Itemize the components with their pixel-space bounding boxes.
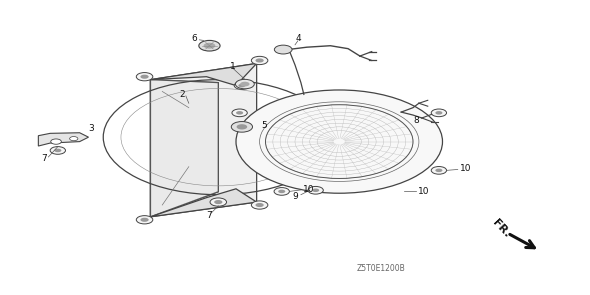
Polygon shape (150, 63, 257, 217)
Circle shape (51, 139, 61, 144)
Text: 10: 10 (303, 186, 314, 194)
Text: 10: 10 (460, 164, 471, 173)
Circle shape (214, 200, 222, 204)
Polygon shape (150, 80, 218, 217)
Polygon shape (38, 133, 88, 146)
Text: 2: 2 (179, 90, 185, 99)
Circle shape (140, 218, 149, 222)
Circle shape (54, 149, 61, 152)
Text: Z5T0E1200B: Z5T0E1200B (357, 264, 406, 273)
Text: 1: 1 (230, 62, 236, 71)
Circle shape (435, 169, 442, 172)
Circle shape (136, 73, 153, 81)
Circle shape (240, 82, 250, 86)
Circle shape (50, 147, 65, 154)
Circle shape (274, 45, 292, 54)
Circle shape (210, 198, 227, 206)
Text: 10: 10 (418, 187, 429, 196)
Circle shape (234, 82, 250, 89)
Circle shape (255, 203, 264, 207)
Circle shape (435, 111, 442, 115)
Text: 4: 4 (295, 34, 301, 43)
Circle shape (140, 75, 149, 79)
Circle shape (237, 124, 247, 130)
Circle shape (204, 43, 215, 49)
Text: 7: 7 (41, 154, 47, 163)
Circle shape (312, 189, 319, 192)
Circle shape (231, 122, 253, 132)
Circle shape (238, 84, 245, 87)
Polygon shape (150, 63, 257, 86)
Text: 9: 9 (292, 192, 298, 201)
Circle shape (431, 167, 447, 174)
Circle shape (235, 79, 254, 89)
Text: 5: 5 (261, 121, 267, 130)
Circle shape (236, 90, 442, 193)
Circle shape (251, 201, 268, 209)
Circle shape (70, 137, 78, 141)
Circle shape (255, 58, 264, 63)
Text: 6: 6 (192, 34, 198, 43)
Text: FR.: FR. (491, 218, 512, 240)
Circle shape (236, 111, 243, 115)
Circle shape (136, 216, 153, 224)
Circle shape (308, 186, 323, 194)
Text: 3: 3 (88, 124, 94, 133)
Circle shape (278, 190, 285, 193)
Circle shape (431, 109, 447, 117)
Text: eReplacementParts.com: eReplacementParts.com (185, 138, 405, 157)
Circle shape (232, 109, 247, 117)
Circle shape (274, 188, 289, 195)
Text: 8: 8 (413, 117, 419, 125)
Circle shape (251, 56, 268, 65)
Circle shape (199, 40, 220, 51)
Text: 7: 7 (206, 211, 212, 220)
Polygon shape (150, 189, 257, 217)
